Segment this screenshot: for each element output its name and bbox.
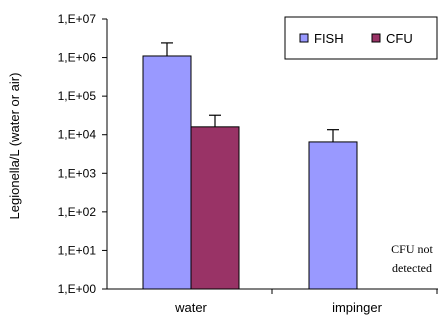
y-tick-label: 1,E+03 [58, 166, 97, 180]
y-tick-label: 1,E+00 [58, 282, 97, 296]
y-tick-label: 1,E+05 [58, 89, 97, 103]
y-axis-title: Legionella/L (water or air) [7, 73, 22, 220]
legend-box [284, 16, 438, 60]
x-axis-labels: water impinger [174, 300, 382, 315]
y-tick-label: 1,E+07 [58, 12, 97, 26]
legend-label-cfu: CFU [386, 31, 413, 46]
x-category-label: water [174, 300, 207, 315]
annotation-line-2: detected [392, 261, 432, 275]
x-category-label: impinger [332, 300, 383, 315]
y-tick-label: 1,E+02 [58, 205, 97, 219]
annotation-line-1: CFU not [391, 242, 433, 256]
bars [142, 55, 358, 290]
legend-swatch-cfu [371, 33, 381, 43]
annotation-cfu-not-detected: CFU not detected [391, 242, 433, 275]
y-axis-ticks: 1,E+00 1,E+01 1,E+02 1,E+03 1,E+04 1,E+05 1,E+… [58, 12, 107, 296]
legend-label-fish: FISH [314, 31, 344, 46]
y-tick-label: 1,E+04 [58, 128, 97, 142]
y-tick-label: 1,E+01 [58, 243, 97, 257]
bar-fish-water [142, 55, 192, 290]
bar-fish-impinger [308, 141, 358, 290]
bar-cfu-water [190, 126, 240, 290]
error-bars [161, 42, 339, 142]
legend: FISH CFU [284, 16, 438, 60]
y-tick-label: 1,E+06 [58, 51, 97, 65]
legend-swatch-fish [299, 33, 309, 43]
